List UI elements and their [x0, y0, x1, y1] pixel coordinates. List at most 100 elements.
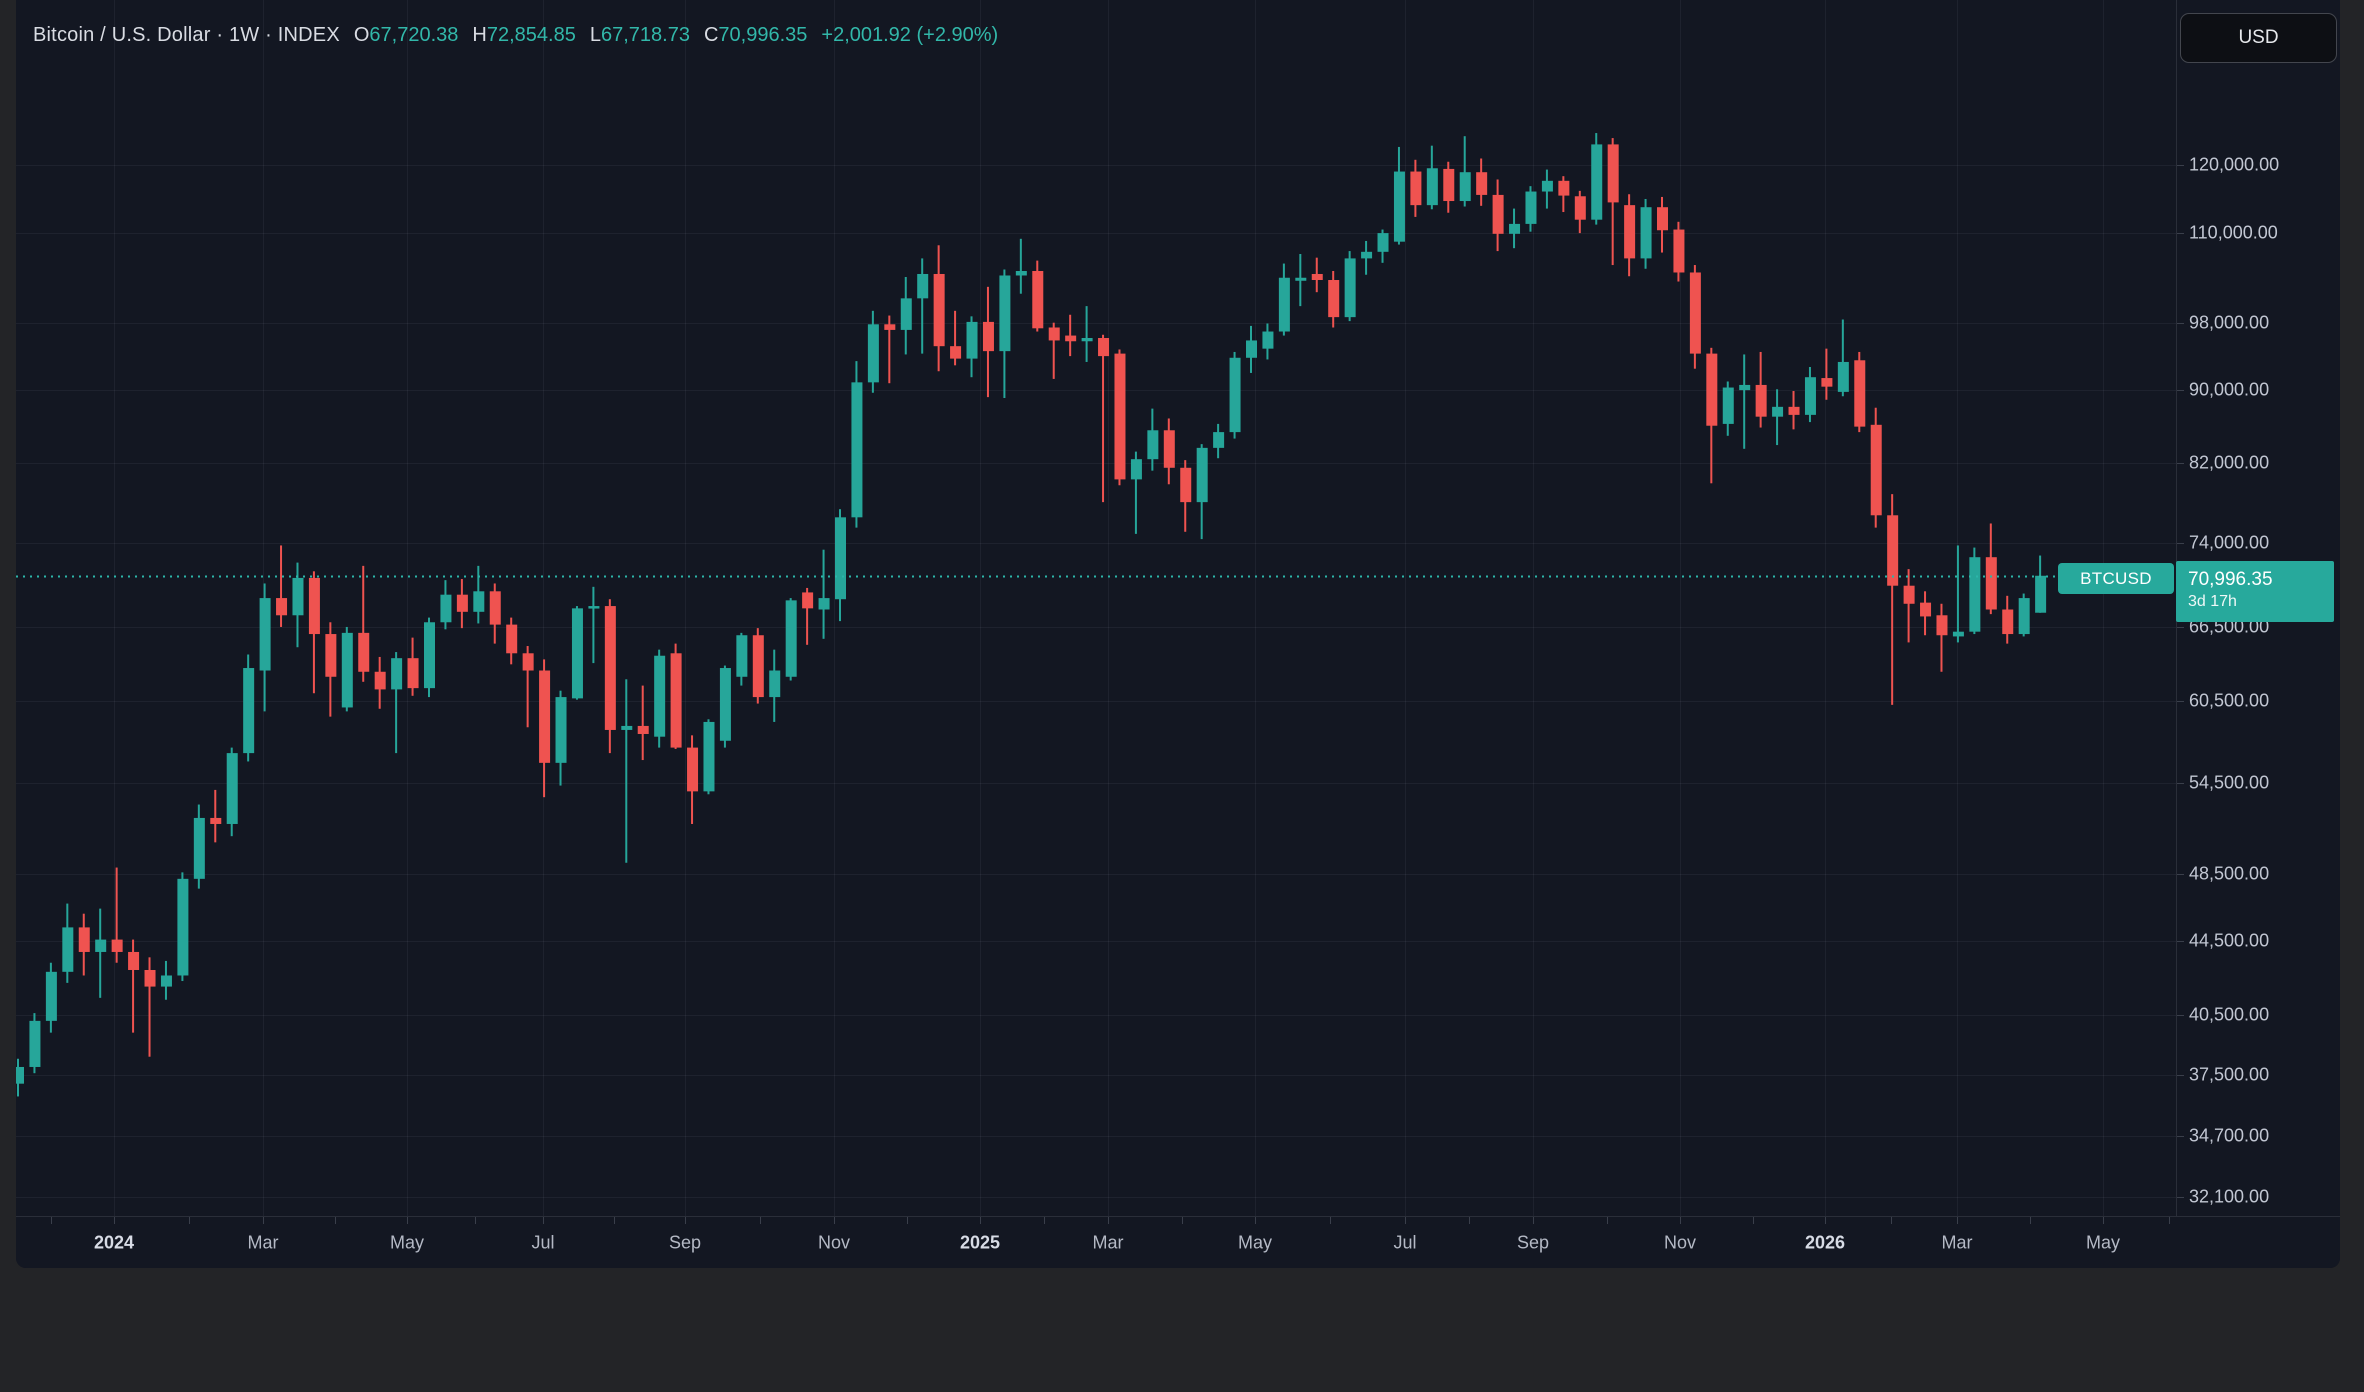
candle-body — [851, 382, 863, 518]
price-axis-tick — [2177, 627, 2184, 628]
candle — [1624, 194, 1636, 277]
candle-wick — [132, 939, 135, 1033]
candle — [703, 719, 715, 795]
time-axis-tick — [907, 1217, 908, 1224]
candle — [1393, 146, 1405, 245]
candle — [752, 628, 764, 704]
candle — [276, 545, 288, 627]
time-axis[interactable]: 2024 Mar May Jul Sep Nov 2025 Mar May Jul Sep Nov 20… — [16, 1216, 2340, 1268]
candle-body — [1459, 172, 1471, 202]
candle-body — [1739, 384, 1751, 391]
candle-wick — [214, 789, 217, 843]
candle — [358, 565, 370, 682]
time-axis-tick — [1825, 1217, 1826, 1224]
currency-toggle-button[interactable]: USD — [2180, 13, 2337, 63]
candle — [966, 316, 978, 378]
candle-body — [1344, 258, 1356, 318]
candle-body — [1295, 277, 1307, 281]
price-axis-tick — [2177, 463, 2184, 464]
candle — [1574, 190, 1586, 234]
candle-body — [193, 817, 205, 879]
candle-body — [1936, 615, 1948, 636]
candle — [456, 579, 468, 629]
candle — [1870, 407, 1882, 528]
candlestick-plot[interactable] — [16, 0, 2176, 1216]
price-axis-tick — [2177, 233, 2184, 234]
candle — [1476, 158, 1488, 206]
candle — [424, 617, 435, 698]
candle-body — [966, 321, 978, 359]
chart-panel: Bitcoin / U.S. Dollar · 1W · INDEX O67,7… — [16, 0, 2340, 1268]
price-axis-label: 120,000.00 — [2189, 154, 2280, 175]
time-axis-label: Sep — [1516, 1232, 1550, 1252]
candle-body — [1032, 270, 1044, 329]
candle-wick — [99, 908, 102, 998]
candle — [621, 679, 633, 863]
candle-body — [489, 591, 501, 625]
time-axis-tick — [1182, 1217, 1183, 1224]
candle-body — [1443, 168, 1455, 202]
candle — [1246, 325, 1257, 373]
time-axis-label: Jul — [531, 1232, 555, 1252]
candle-body — [29, 1020, 41, 1067]
candle-body — [1180, 467, 1192, 503]
candle — [835, 509, 846, 622]
candle-body — [308, 577, 320, 635]
candle-body — [45, 971, 57, 1021]
candle — [1607, 138, 1619, 266]
candle — [1969, 547, 1981, 635]
candle — [1952, 545, 1964, 643]
time-axis-tick — [1533, 1217, 1534, 1224]
candle — [522, 646, 534, 728]
time-axis-label: May — [1237, 1232, 1273, 1252]
candle-body — [292, 577, 304, 616]
right-margin — [2340, 0, 2364, 1268]
candle — [144, 957, 156, 1057]
candle — [95, 908, 107, 998]
candle-wick — [115, 867, 118, 963]
price-axis-label: 32,100.00 — [2189, 1186, 2270, 1207]
candle-body — [1328, 280, 1340, 318]
candle-body — [1624, 205, 1636, 259]
candle — [2002, 595, 2014, 644]
price-axis-tick — [2177, 1015, 2184, 1016]
symbol-price-line-label[interactable]: BTCUSD — [2058, 563, 2174, 594]
candle-body — [144, 969, 156, 987]
candle-body — [243, 668, 255, 754]
candle-wick — [1956, 545, 1959, 643]
close-value: C70,996.35 — [703, 24, 808, 46]
candle-body — [1689, 272, 1701, 354]
candle — [1541, 169, 1553, 209]
candle — [1837, 319, 1849, 397]
candle-wick — [395, 652, 398, 754]
candle-wick — [1891, 494, 1894, 705]
candle-body — [2035, 575, 2047, 613]
candle — [210, 789, 222, 843]
time-axis-tick — [760, 1217, 761, 1224]
candle-body — [1015, 270, 1027, 276]
candle-body — [588, 606, 600, 609]
price-axis-tick — [2177, 323, 2184, 324]
time-axis-tick — [475, 1217, 476, 1224]
candle — [1213, 423, 1225, 459]
time-axis-label: Nov — [1663, 1232, 1697, 1252]
candle-body — [654, 655, 666, 737]
candle — [1098, 334, 1110, 503]
time-axis-tick — [834, 1217, 835, 1224]
candle-body — [391, 658, 403, 690]
candle — [1196, 444, 1208, 540]
candle-body — [1541, 180, 1553, 192]
candle-wick — [806, 587, 809, 645]
candle — [917, 258, 929, 354]
time-axis-tick — [407, 1217, 408, 1224]
candle — [1788, 391, 1800, 430]
candle-body — [1048, 327, 1060, 341]
time-axis-tick — [1957, 1217, 1958, 1224]
price-axis-tick — [2177, 1075, 2184, 1076]
time-axis-tick — [1405, 1217, 1406, 1224]
price-change: +2,001.92 (+2.90%) — [821, 24, 999, 46]
candle — [1147, 408, 1159, 471]
chart-canvas[interactable] — [16, 0, 2176, 1216]
candle-body — [1393, 171, 1405, 242]
price-axis-label: 44,500.00 — [2189, 930, 2270, 951]
